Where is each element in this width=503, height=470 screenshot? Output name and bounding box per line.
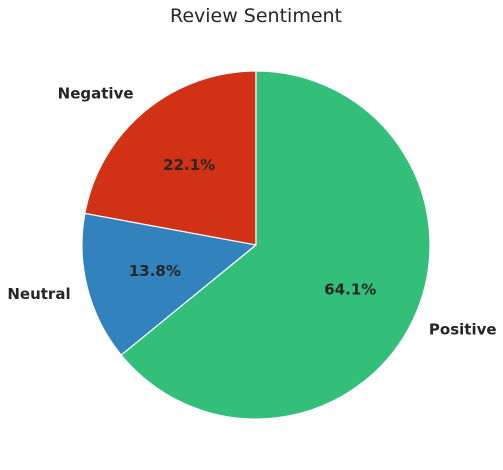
slice-percent-negative: 22.1% bbox=[163, 156, 215, 174]
pie-slices bbox=[81, 70, 431, 420]
slice-label-neutral: Neutral bbox=[7, 285, 70, 303]
pie-slice-positive bbox=[120, 70, 431, 420]
slice-label-negative: Negative bbox=[58, 84, 134, 102]
chart-title: Review Sentiment bbox=[170, 5, 342, 27]
pie-slice-negative bbox=[84, 70, 257, 246]
slice-percent-neutral: 13.8% bbox=[129, 262, 181, 280]
slice-label-positive: Positive bbox=[429, 321, 497, 339]
slice-percent-positive: 64.1% bbox=[324, 281, 376, 299]
pie-slice-neutral bbox=[81, 212, 257, 356]
pie-labels: Negative 22.1% Neutral 13.8% Positive 64.1% bbox=[7, 84, 496, 338]
